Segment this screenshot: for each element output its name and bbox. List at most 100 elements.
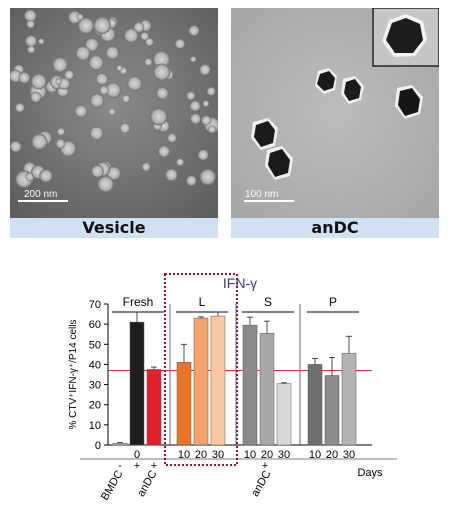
y-tick-label: 40 — [89, 359, 101, 371]
x-axis-label: Days — [357, 467, 383, 479]
vesicle-particle — [174, 38, 186, 49]
chart-title: IFN-γ — [223, 275, 257, 291]
vesicle-particle — [116, 65, 123, 72]
vesicle-particle — [105, 82, 122, 99]
bar — [276, 383, 292, 446]
vesicle-particle — [176, 158, 185, 167]
vesicle-particle — [18, 71, 31, 84]
vesicle-particle — [64, 69, 75, 80]
andc-caption: anDC — [231, 218, 439, 238]
andc-label-fresh: anDC — [135, 468, 159, 498]
vesicle-particles — [10, 9, 218, 193]
vesicle-particle — [202, 100, 210, 107]
vesicle-particle — [188, 25, 200, 37]
vesicle-particle — [97, 175, 114, 193]
vesicle-particle — [199, 64, 211, 76]
vesicle-particle — [10, 140, 22, 153]
y-tick-label: 60 — [89, 319, 101, 331]
andc-micrograph: 100 nm — [231, 8, 439, 218]
y-tick-label: 0 — [95, 440, 101, 452]
y-axis-label: % CTV⁺IFN-γ⁺/P14 cells — [68, 319, 79, 429]
vesicle-micrograph: 200 nm — [10, 8, 218, 218]
vesicle-particle — [38, 38, 45, 45]
vesicle-particle — [197, 149, 209, 161]
vesicle-particle — [75, 45, 91, 61]
vesicle-particle — [140, 31, 149, 41]
vesicle-caption: Vesicle — [10, 218, 218, 238]
vesicle-particle — [77, 17, 95, 34]
day-tick-label: 30 — [212, 449, 224, 461]
day-tick-label: 10 — [178, 449, 190, 461]
bar — [242, 324, 258, 446]
vesicle-particle — [190, 113, 201, 125]
vesicle-particle — [165, 168, 178, 182]
vesicle-particle — [99, 85, 109, 95]
vesicle-scale-label: 200 nm — [24, 189, 57, 200]
y-tick-label: 10 — [89, 420, 101, 432]
group-label: P — [329, 295, 337, 309]
vesicle-particle — [156, 86, 169, 100]
vesicle-particle — [186, 175, 197, 186]
vesicle-particle — [30, 91, 42, 103]
vesicle-particle — [57, 127, 65, 136]
vesicle-particle — [122, 94, 131, 103]
andc-particles — [251, 8, 439, 180]
andc-scale-label: 100 nm — [245, 189, 278, 200]
vesicle-particle — [39, 169, 53, 183]
vesicle-particle — [119, 122, 131, 134]
day-tick-label: 20 — [326, 449, 338, 461]
bar — [146, 369, 162, 446]
group-label: L — [199, 295, 206, 309]
vesicle-particle — [123, 28, 139, 43]
vesicle-particle — [106, 166, 121, 181]
vesicle-particle — [55, 78, 62, 85]
vesicle-particle — [167, 133, 177, 143]
vesicle-particle — [201, 115, 212, 126]
bar — [307, 364, 323, 446]
vesicle-particle — [141, 162, 151, 172]
vesicle-particle — [30, 73, 47, 90]
bar — [341, 353, 357, 446]
bmdc-mark: - — [118, 460, 122, 472]
vesicle-particle — [206, 86, 216, 96]
day-tick-label: 30 — [343, 449, 355, 461]
vesicle-particle — [144, 58, 153, 66]
vesicle-particle — [93, 16, 111, 35]
vesicle-particle — [55, 138, 66, 149]
vesicle-particle — [150, 107, 168, 126]
vesicle-particle — [68, 10, 82, 24]
vesicle-particle — [208, 125, 217, 134]
ifn-gamma-bar-chart: IFN-γ 0 10 20 30 40 50 60 70 % CTV⁺IFN-γ⁺/P14 cel… — [68, 273, 397, 503]
andc-mark: + — [262, 460, 268, 472]
group-label: Fresh — [123, 295, 154, 309]
vesicle-particle — [95, 72, 109, 86]
vesicle-particle — [76, 13, 84, 21]
vesicle-particle — [84, 37, 99, 52]
vesicle-particle — [89, 126, 104, 141]
vesicle-particle — [88, 54, 104, 71]
day-tick-label: 20 — [261, 449, 273, 461]
y-tick-label: 20 — [89, 400, 101, 412]
y-tick-label: 70 — [89, 299, 101, 311]
vesicle-particle — [145, 37, 154, 47]
group-label: S — [264, 295, 272, 309]
bar — [176, 362, 192, 446]
vesicle-particle — [199, 168, 216, 186]
bar — [210, 315, 226, 446]
vesicle-particle — [127, 75, 143, 92]
bar — [259, 332, 275, 446]
day-tick-label: 0 — [134, 449, 140, 461]
day-tick-label: 10 — [244, 449, 256, 461]
vesicle-particle — [74, 104, 88, 118]
y-tick-label: 50 — [89, 339, 101, 351]
bmdc-label: BMDC — [99, 468, 126, 502]
vesicle-particle — [152, 50, 171, 69]
vesicle-particle — [153, 63, 171, 81]
bar — [324, 375, 340, 446]
y-tick-label: 30 — [89, 380, 101, 392]
vesicle-particle — [91, 164, 104, 178]
vesicle-particle — [133, 22, 145, 33]
vesicle-particle — [26, 20, 35, 29]
day-tick-label: 20 — [195, 449, 207, 461]
vesicle-particle — [25, 35, 37, 47]
